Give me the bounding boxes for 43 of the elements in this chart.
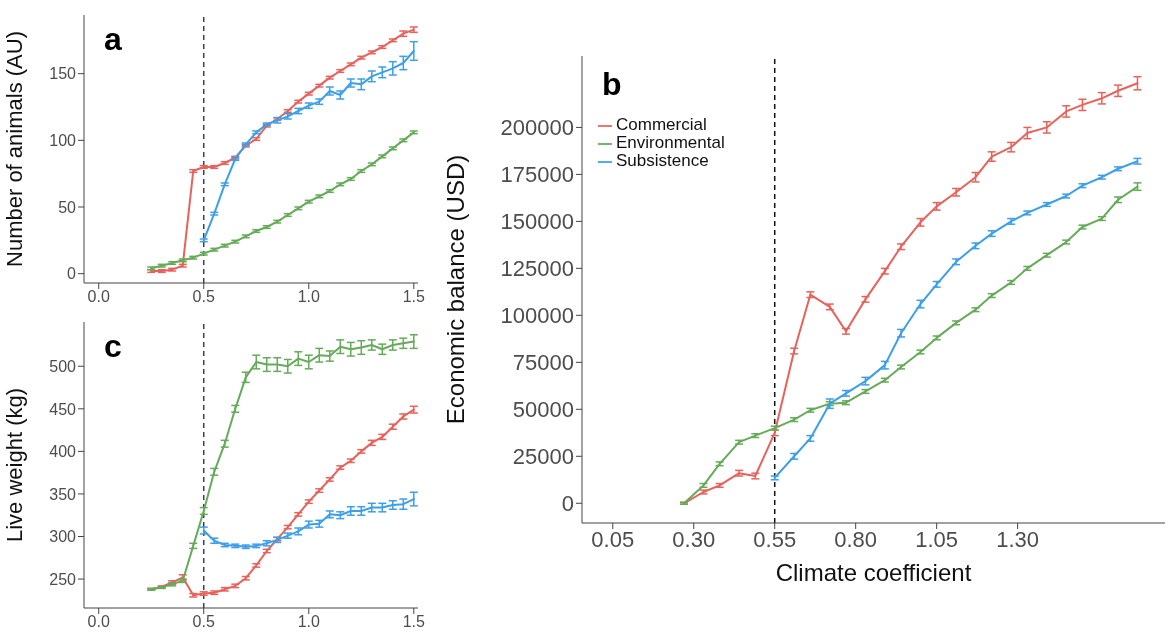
y-tick-label: 0	[67, 265, 77, 283]
x-tick-label: 1.30	[996, 526, 1040, 552]
y-axis-title: Number of animals (AU)	[1, 31, 27, 267]
y-tick-label: 200000	[500, 115, 574, 141]
x-tick-label: 0.5	[192, 613, 215, 631]
y-tick-label: 150	[49, 65, 77, 83]
chart-title: c	[104, 328, 122, 364]
y-tick-label: 100000	[500, 303, 574, 329]
x-tick-label: 1.5	[402, 613, 426, 631]
x-tick-label: 0.0	[87, 288, 110, 306]
y-tick-label: 300	[49, 528, 77, 546]
y-axis-title: Live weight (kg)	[1, 387, 27, 543]
y-tick-label: 250	[49, 570, 77, 588]
x-tick-label: 1.5	[402, 288, 426, 306]
x-tick-label: 0.0	[87, 613, 110, 631]
x-tick-label: 0.30	[672, 526, 716, 552]
y-tick-label: 125000	[500, 256, 574, 282]
x-tick-label: 1.0	[297, 288, 320, 306]
y-tick-label: 150000	[500, 209, 574, 235]
chart-title: a	[104, 21, 122, 57]
x-tick-label: 1.0	[297, 613, 320, 631]
y-tick-label: 50	[58, 198, 77, 216]
y-tick-label: 500	[49, 357, 77, 375]
legend-label: Environmental	[616, 133, 725, 152]
y-tick-label: 450	[49, 400, 77, 418]
x-tick-label: 1.05	[915, 526, 959, 552]
legend-label: Subsistence	[616, 151, 709, 170]
legend-label: Commercial	[616, 115, 707, 134]
y-tick-label: 25000	[512, 444, 574, 470]
y-tick-label: 75000	[512, 350, 574, 376]
chart-title: b	[602, 66, 622, 102]
x-tick-label: 0.5	[192, 288, 215, 306]
y-tick-label: 175000	[500, 162, 574, 188]
x-tick-label: 0.80	[834, 526, 878, 552]
y-tick-label: 50000	[512, 397, 574, 423]
x-axis-title: Climate coefficient	[775, 559, 972, 586]
y-tick-label: 400	[49, 443, 77, 461]
y-tick-label: 0	[561, 491, 574, 517]
y-tick-label: 100	[49, 132, 77, 150]
y-tick-label: 350	[49, 485, 77, 503]
x-tick-label: 0.05	[591, 526, 635, 552]
x-tick-label: 0.55	[753, 526, 797, 552]
y-axis-title: Economic balance (USD)	[441, 154, 469, 425]
